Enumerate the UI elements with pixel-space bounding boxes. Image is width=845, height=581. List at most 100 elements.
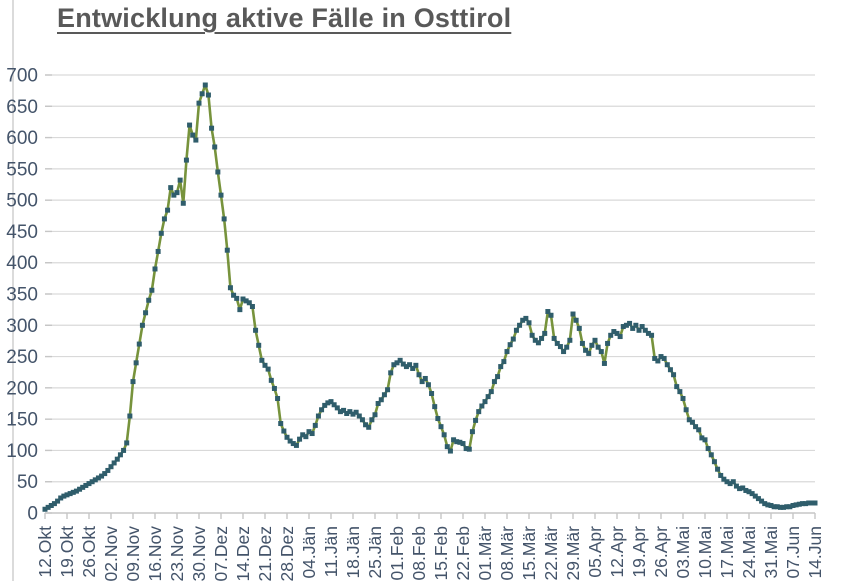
data-point-marker (724, 479, 730, 485)
data-point-marker (278, 421, 284, 427)
svg-text:15.Mär: 15.Mär (519, 526, 539, 581)
data-point-marker (727, 481, 733, 487)
data-point-marker (375, 401, 381, 406)
data-point-marker (378, 397, 384, 403)
data-point-marker (422, 375, 428, 381)
data-point-marker (127, 413, 133, 419)
data-point-marker (306, 429, 312, 435)
data-point-marker (630, 325, 636, 331)
svg-text:300: 300 (6, 316, 38, 337)
x-axis-labels: 12.Okt 19.Okt 26.Okt 02.Nov 09.Nov 16.Nov 23.N… (35, 526, 825, 581)
data-point-marker (482, 399, 488, 405)
data-point-marker (253, 327, 259, 333)
data-point-marker (677, 389, 683, 395)
svg-text:550: 550 (6, 159, 38, 180)
data-point-marker (243, 298, 249, 304)
data-point-marker (627, 320, 633, 326)
data-point-marker (221, 216, 227, 222)
data-point-marker (391, 362, 397, 368)
svg-text:200: 200 (6, 378, 38, 399)
data-point-marker (535, 340, 541, 346)
data-point-marker (331, 402, 337, 408)
data-point-marker (545, 309, 551, 315)
data-point-marker (180, 200, 186, 206)
svg-text:100: 100 (6, 441, 38, 462)
data-point-marker (105, 467, 111, 473)
svg-text:01.Mär: 01.Mär (475, 526, 495, 581)
data-point-marker (652, 355, 658, 361)
data-point-marker (92, 477, 98, 483)
data-point-marker (366, 424, 372, 430)
data-point-marker (752, 493, 758, 499)
data-point-marker (102, 471, 108, 477)
data-point-marker (762, 501, 768, 507)
data-point-marker (117, 452, 123, 458)
svg-text:04.Jän: 04.Jän (299, 526, 319, 579)
data-point-marker (400, 361, 406, 367)
data-point-marker (425, 382, 431, 388)
data-point-marker (372, 412, 378, 418)
data-point-marker (765, 502, 771, 508)
data-point-marker (70, 489, 76, 495)
data-point-marker (711, 459, 717, 465)
data-point-marker (488, 389, 494, 395)
data-point-marker (473, 417, 479, 423)
data-point-marker (215, 169, 221, 175)
svg-text:500: 500 (6, 191, 38, 212)
data-point-marker (718, 472, 724, 478)
data-point-marker (350, 411, 356, 417)
svg-text:10.Mai: 10.Mai (695, 526, 715, 579)
svg-text:12.Okt: 12.Okt (35, 526, 55, 578)
svg-text:30.Nov: 30.Nov (189, 526, 209, 581)
svg-text:14.Dez: 14.Dez (233, 526, 253, 581)
svg-text:07.Jun: 07.Jun (783, 526, 803, 579)
data-point-marker (661, 355, 667, 361)
gridlines (45, 74, 815, 483)
data-point-marker (774, 504, 780, 510)
data-point-marker (309, 431, 315, 437)
data-point-marker (454, 439, 460, 445)
data-point-marker (432, 404, 438, 410)
data-point-marker (124, 440, 130, 446)
data-point-marker (689, 419, 695, 425)
data-point-marker (303, 434, 309, 440)
data-point-marker (633, 322, 639, 328)
data-point-marker (683, 407, 689, 413)
data-point-marker (193, 137, 199, 143)
data-point-marker (121, 447, 127, 453)
data-point-marker (583, 347, 589, 353)
data-point-marker (300, 432, 306, 438)
data-point-marker (513, 327, 519, 333)
data-point-marker (595, 344, 601, 350)
svg-text:28.Dez: 28.Dez (277, 526, 297, 581)
data-point-marker (743, 487, 749, 493)
data-point-marker (759, 498, 765, 504)
data-point-marker (234, 295, 240, 301)
data-point-marker (51, 501, 57, 507)
data-point-marker (249, 304, 255, 310)
svg-text:03.Mai: 03.Mai (673, 526, 693, 579)
data-point-marker (61, 493, 67, 499)
data-point-marker (796, 501, 802, 507)
data-point-marker (183, 157, 189, 163)
data-point-marker (111, 460, 117, 466)
data-point-marker (359, 417, 365, 423)
data-point-marker (199, 91, 205, 97)
data-point-marker (623, 322, 629, 328)
data-point-marker (466, 446, 472, 452)
data-point-marker (491, 379, 497, 385)
data-point-marker (510, 336, 516, 342)
data-point-marker (539, 335, 545, 341)
data-point-marker (334, 405, 340, 411)
data-point-marker (592, 337, 598, 343)
data-point-marker (498, 364, 504, 370)
series-markers (42, 82, 818, 512)
data-point-marker (667, 367, 673, 373)
svg-text:24.Mai: 24.Mai (739, 526, 759, 579)
svg-text:23.Nov: 23.Nov (167, 526, 187, 581)
data-point-marker (686, 417, 692, 423)
data-point-marker (642, 327, 648, 333)
svg-text:250: 250 (6, 347, 38, 368)
data-point-marker (784, 504, 790, 510)
